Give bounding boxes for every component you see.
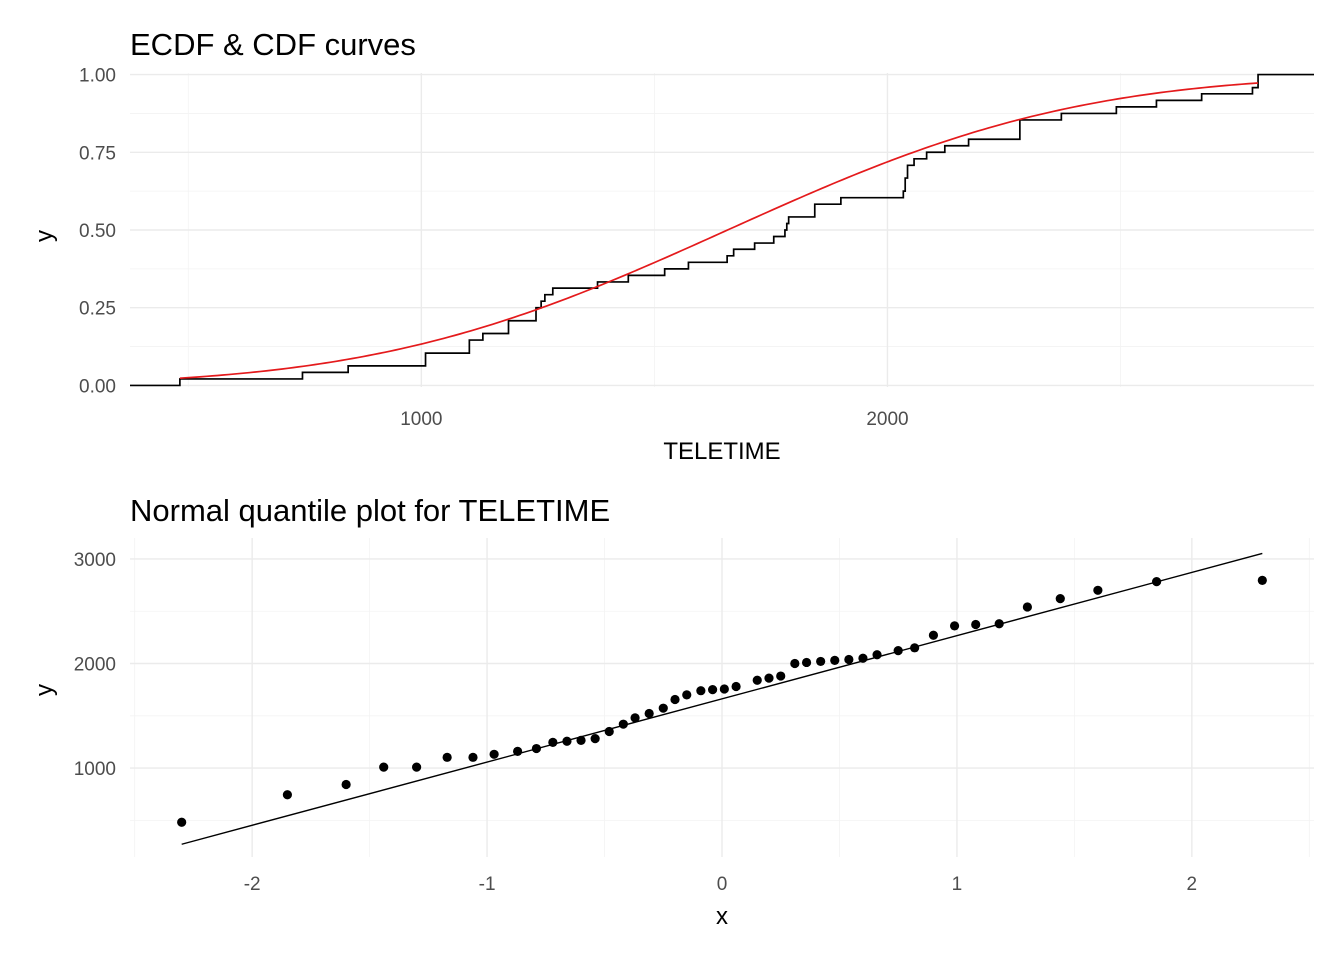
- x-tick-label: 0: [717, 874, 728, 895]
- qq-point: [708, 685, 718, 695]
- y-tick-label: 1000: [74, 759, 116, 780]
- ecdf-step-line: [130, 73, 1314, 387]
- qq-point: [971, 619, 981, 630]
- ecdf-grid: [130, 73, 1314, 387]
- qq-point: [576, 735, 586, 745]
- qq-point: [893, 646, 903, 656]
- qq-point: [562, 736, 572, 746]
- ecdf-y-axis-label: y: [31, 230, 58, 242]
- x-tick-label: -2: [244, 874, 261, 895]
- ecdf-x-axis-label: TELETIME: [663, 438, 780, 465]
- qq-grid: [130, 538, 1314, 857]
- qq-point: [910, 643, 920, 653]
- qq-point: [282, 790, 292, 800]
- qq-point: [790, 658, 800, 669]
- qq-point: [994, 619, 1004, 629]
- x-tick-label: 1: [952, 874, 963, 895]
- qq-point: [764, 673, 774, 683]
- y-tick-label: 0.25: [79, 299, 116, 320]
- qq-point: [590, 734, 600, 744]
- qq-point: [604, 726, 614, 737]
- qq-point: [696, 686, 706, 696]
- qq-point: [719, 684, 729, 694]
- y-tick-label: 1.00: [79, 66, 116, 87]
- qq-point: [513, 746, 523, 756]
- qq-point: [468, 752, 478, 762]
- ecdf-series: [130, 73, 1314, 387]
- qq-point: [177, 817, 187, 827]
- normal-cdf-curve: [179, 82, 1259, 380]
- qq-point: [816, 656, 826, 667]
- y-tick-label: 2000: [74, 655, 116, 676]
- x-tick-label: 2: [1187, 874, 1198, 895]
- y-tick-label: 0.50: [79, 221, 116, 242]
- qq-point: [618, 719, 628, 729]
- qq-point: [928, 630, 939, 640]
- qq-point: [1093, 585, 1103, 595]
- qq-point: [801, 657, 812, 668]
- qq-point: [658, 703, 668, 713]
- qq-reference-line: [181, 552, 1263, 845]
- qq-point: [752, 675, 762, 685]
- qq-point: [644, 708, 654, 719]
- ecdf-panel: ECDF & CDF curves 1000 2000 0.00 0.25 0.50 0.…: [31, 27, 1314, 465]
- qq-point: [731, 681, 741, 692]
- ecdf-title: ECDF & CDF curves: [130, 27, 416, 62]
- qq-point: [830, 655, 840, 665]
- y-tick-label: 0.00: [79, 376, 116, 397]
- ecdf-tick-labels: 1000 2000 0.00 0.25 0.50 0.75 1.00: [79, 66, 909, 430]
- qq-tick-labels: -2 -1 0 1 2 1000 2000 3000: [74, 550, 1197, 895]
- qq-title: Normal quantile plot for TELETIME: [130, 493, 610, 528]
- qq-point: [630, 713, 640, 723]
- qq-point: [548, 737, 558, 747]
- qq-point: [682, 690, 692, 700]
- qq-point: [1022, 602, 1032, 612]
- qq-point: [489, 749, 499, 759]
- qq-point: [949, 621, 960, 631]
- qq-point: [1257, 575, 1267, 585]
- qq-point: [844, 654, 854, 665]
- qq-point: [776, 671, 786, 681]
- y-tick-label: 3000: [74, 550, 116, 571]
- qq-point: [1152, 577, 1162, 587]
- qq-point: [670, 694, 680, 705]
- qq-point: [531, 743, 542, 754]
- qq-point: [872, 650, 882, 660]
- qq-y-axis-label: y: [31, 684, 58, 696]
- qq-point: [379, 762, 389, 772]
- qq-points: [177, 575, 1267, 827]
- x-tick-label: 2000: [866, 409, 908, 430]
- qq-point: [412, 762, 422, 772]
- x-tick-label: -1: [479, 874, 496, 895]
- y-tick-label: 0.75: [79, 143, 116, 164]
- x-tick-label: 1000: [400, 409, 442, 430]
- qq-point: [1055, 594, 1065, 604]
- qq-point: [858, 653, 868, 663]
- qq-x-axis-label: x: [716, 903, 728, 930]
- qq-point: [341, 779, 351, 790]
- qq-point: [442, 752, 452, 762]
- qq-panel: Normal quantile plot for TELETIME -2 -1 0 1…: [31, 493, 1314, 930]
